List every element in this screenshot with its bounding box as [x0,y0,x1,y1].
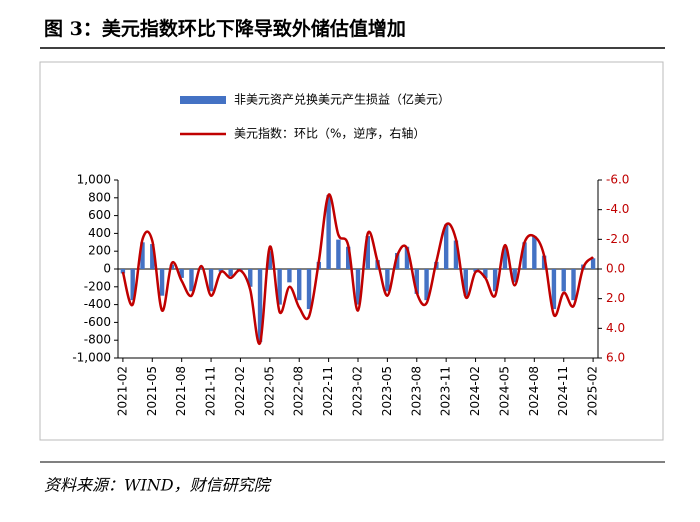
legend-label: 非美元资产兑换美元产生损益（亿美元） [234,92,450,107]
y-tick-label: 600 [88,208,111,222]
y2-tick-label: 2.0 [606,291,625,305]
bar [502,246,508,269]
x-tick-label: 2022-05 [262,366,276,416]
bar [424,269,429,301]
bar [179,269,184,278]
bar [267,251,273,269]
bar [561,269,566,292]
bar [306,269,312,310]
x-tick-label: 2021-11 [204,366,218,416]
x-tick-label: 2023-11 [439,366,453,416]
bar [287,269,292,283]
bar [385,269,390,292]
legend-label: 美元指数：环比（%，逆序，右轴） [234,126,425,141]
bar [248,269,253,287]
bar [453,240,459,269]
y2-tick-label: 4.0 [606,321,625,335]
x-tick-label: 2023-08 [409,366,423,416]
x-tick-label: 2022-08 [292,366,306,416]
bar [277,269,282,305]
bar [140,242,145,269]
bar [590,258,596,269]
x-tick-label: 2022-11 [321,366,335,416]
x-tick-label: 2024-02 [468,366,482,416]
x-tick-label: 2021-05 [145,366,159,416]
bar [297,269,302,301]
bar [336,239,341,269]
bar [571,269,576,301]
x-tick-label: 2025-02 [586,366,600,416]
bar [365,236,370,269]
bar [541,255,547,269]
bar [483,269,488,278]
y-tick-label: -400 [84,297,111,311]
bar [257,269,263,342]
y-tick-label: 400 [88,226,111,240]
x-tick-label: 2022-02 [233,366,247,416]
bar [346,246,351,269]
y-tick-label: -600 [84,315,111,329]
legend-swatch [180,96,226,104]
y2-tick-label: -4.0 [606,202,629,216]
bar [404,246,410,269]
bar [532,236,537,269]
bar [189,269,194,292]
y-tick-label: 800 [88,190,111,204]
x-tick-label: 2023-05 [380,366,394,416]
y-tick-label: -200 [84,279,111,293]
bar [218,269,224,272]
bar [443,224,449,269]
bar [130,269,135,301]
bar [159,269,165,296]
x-tick-label: 2024-11 [556,366,570,416]
bar [120,269,126,274]
bar [228,269,233,277]
bar [473,269,478,272]
bar [551,269,557,310]
bar [208,269,214,292]
y2-tick-label: 6.0 [606,351,625,365]
bar [394,252,400,269]
chart-title: 图 3：美元指数环比下降导致外储估值增加 [44,17,406,40]
x-tick-label: 2024-08 [527,366,541,416]
x-tick-label: 2024-05 [497,366,511,416]
bar [492,269,498,292]
bar [150,244,155,269]
y-tick-label: 200 [88,244,111,258]
bar [512,269,517,283]
y-tick-label: -1,000 [72,351,111,365]
bar [326,195,331,269]
bar [355,269,361,305]
bar [414,269,419,294]
source: 资料来源：WIND，财信研究院 [44,476,273,495]
bar [199,266,204,269]
line [121,193,595,345]
y2-tick-label: -2.0 [606,232,629,246]
x-tick-label: 2021-02 [115,366,129,416]
y-tick-label: 0 [103,262,111,276]
y2-tick-label: 0.0 [606,262,625,276]
bar [522,242,527,269]
y-tick-label: 1,000 [77,173,111,187]
x-tick-label: 2023-02 [351,366,365,416]
y2-tick-label: -6.0 [606,173,629,187]
chart-frame [39,61,664,441]
x-tick-label: 2021-08 [174,366,188,416]
bar [463,269,468,296]
y-tick-label: -800 [84,333,111,347]
